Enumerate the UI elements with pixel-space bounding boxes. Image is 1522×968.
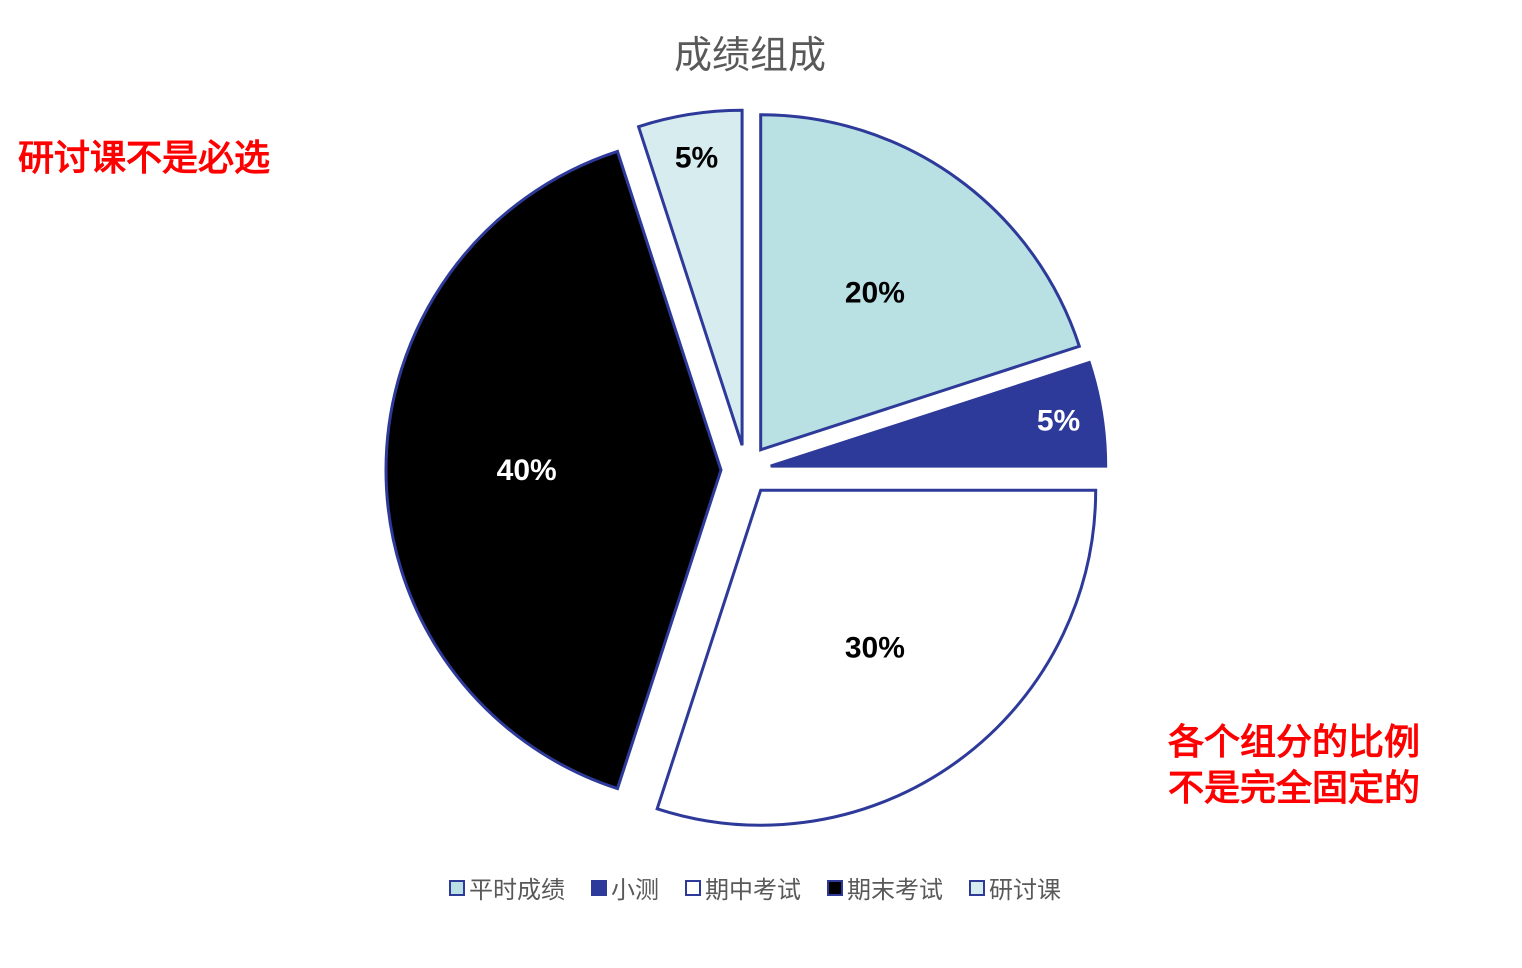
annotation-right-line2: 不是完全固定的 [1168, 768, 1421, 809]
legend-item: 期中考试 [685, 870, 801, 905]
legend-label: 平时成绩 [469, 876, 565, 904]
legend-label: 期中考试 [705, 876, 801, 904]
legend-swatch [685, 879, 701, 896]
pie-slice-期末考试 [384, 149, 723, 791]
legend-swatch [827, 879, 843, 896]
legend-item: 平时成绩 [449, 870, 565, 905]
pie-slice-期中考试 [655, 488, 1098, 827]
legend: 平时成绩 小测 期中考试 期末考试 研讨课 [0, 870, 1510, 905]
data-label: 40% [497, 454, 557, 487]
legend-item: 小测 [591, 870, 659, 905]
legend-label: 期末考试 [847, 876, 943, 904]
data-label: 30% [845, 631, 905, 664]
data-label: 5% [675, 141, 718, 174]
annotation-right: 各个组分的比例 不是完全固定的 [1168, 720, 1420, 812]
legend-item: 期末考试 [827, 870, 943, 905]
chart-title: 成绩组成 [673, 33, 826, 77]
annotation-right-line1: 各个组分的比例 [1168, 722, 1421, 763]
legend-swatch [449, 879, 465, 896]
data-label: 5% [1037, 404, 1080, 437]
pie-slice-小测 [770, 360, 1108, 468]
legend-swatch [969, 879, 985, 896]
legend-swatch [591, 879, 607, 896]
annotation-left: 研讨课不是必选 [18, 138, 271, 179]
legend-item: 研讨课 [969, 870, 1061, 905]
pie-slice-研讨课 [636, 108, 744, 446]
data-label: 20% [845, 277, 905, 310]
legend-label: 研讨课 [989, 876, 1061, 904]
pie-slice-平时成绩 [759, 113, 1082, 452]
legend-label: 小测 [611, 876, 659, 904]
